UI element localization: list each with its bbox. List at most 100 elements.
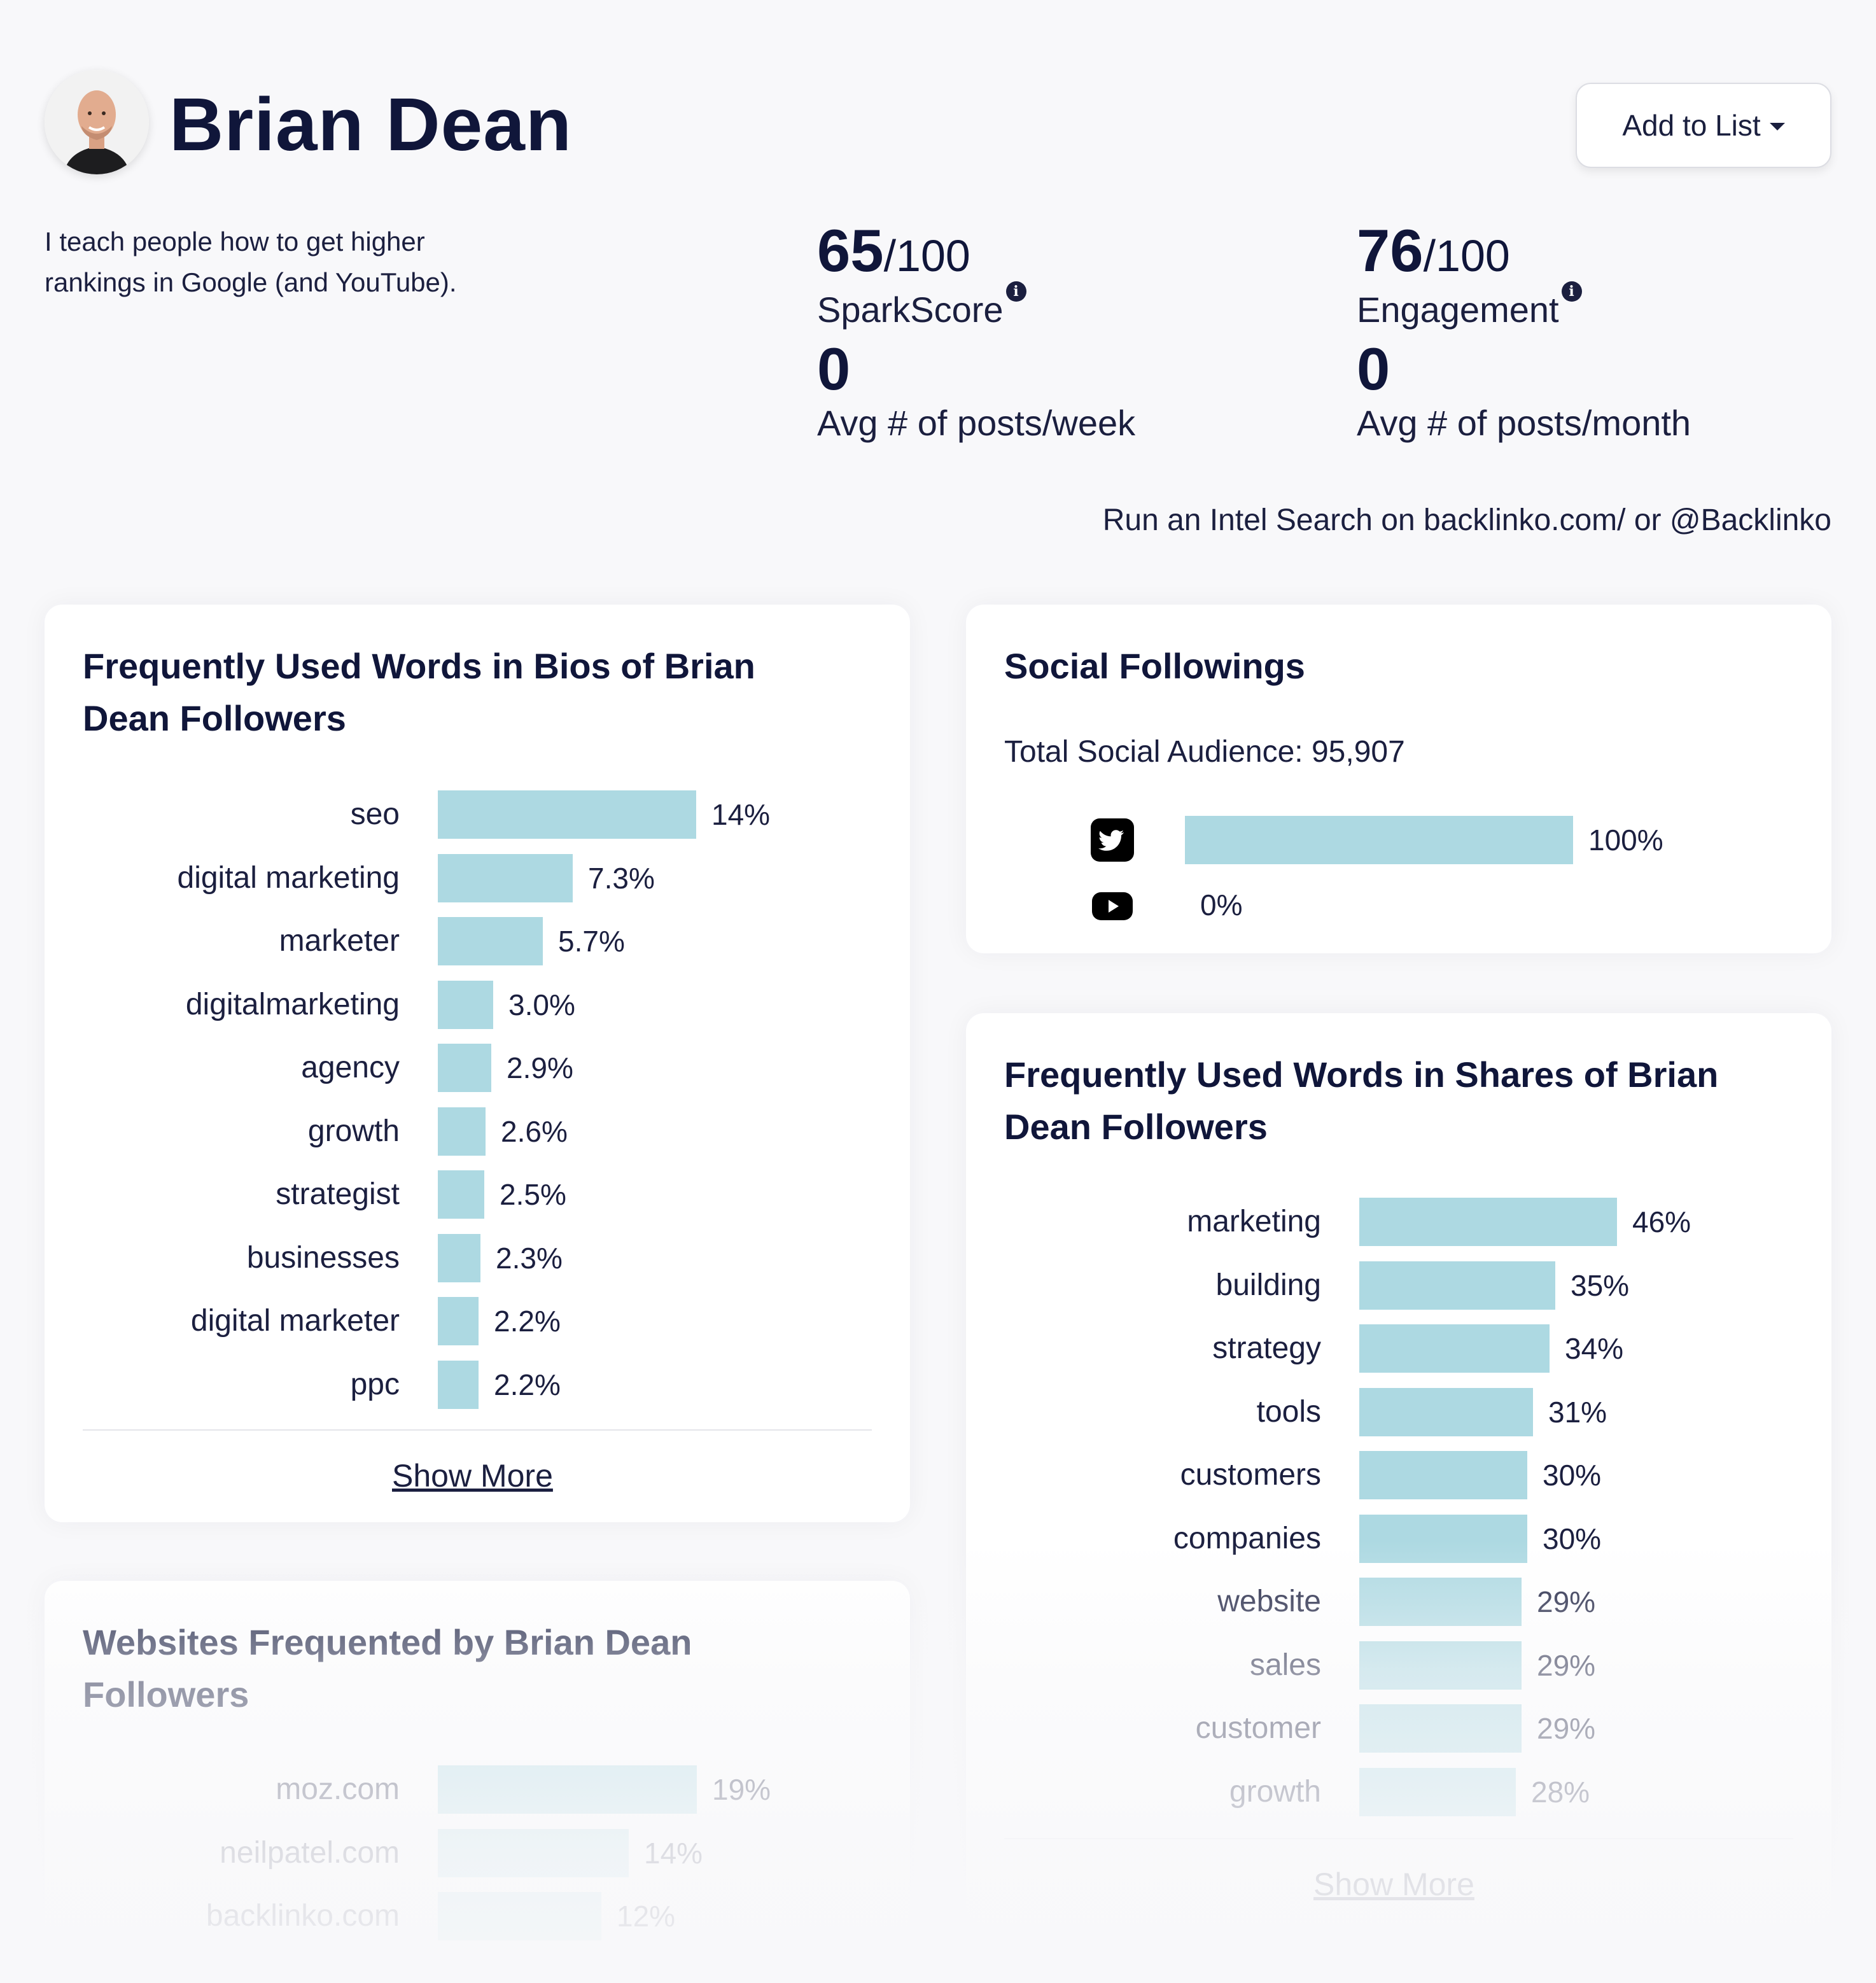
bar-value: 35% bbox=[1571, 1268, 1630, 1302]
bar-row: digitalmarketing 3.0% bbox=[45, 980, 910, 1029]
bios-card-title: Frequently Used Words in Bios of Brian D… bbox=[83, 646, 755, 738]
bar bbox=[438, 1892, 601, 1940]
bar-label: marketing bbox=[1187, 1205, 1321, 1238]
bar-row: sales 29% bbox=[966, 1641, 1831, 1690]
youtube-icon bbox=[1092, 892, 1133, 920]
bar-value: 0% bbox=[1200, 888, 1243, 921]
bar-row: neilpatel.com 14% bbox=[45, 1828, 910, 1877]
bar-label: strategist bbox=[276, 1177, 400, 1211]
bar-row: website 29% bbox=[966, 1578, 1831, 1626]
bar bbox=[438, 1044, 491, 1092]
bar-value: 12% bbox=[617, 1900, 676, 1933]
websites-card: Websites Frequented by Brian Dean Follow… bbox=[45, 1581, 910, 1983]
sparkscore-stat: 65/100 SparkScore i 0 Avg # of posts/week bbox=[817, 219, 1135, 445]
posts-per-month-label: Avg # of posts/month bbox=[1357, 403, 1691, 443]
bar-value: 2.3% bbox=[496, 1241, 563, 1275]
avatar bbox=[45, 70, 149, 174]
bar-row: seo 14% bbox=[45, 790, 910, 839]
bar-label: agency bbox=[301, 1051, 400, 1084]
bar-value: 31% bbox=[1548, 1395, 1607, 1429]
bar bbox=[438, 1233, 480, 1282]
bar-row: businesses 2.3% bbox=[45, 1233, 910, 1282]
bar-value: 30% bbox=[1543, 1459, 1602, 1492]
bar bbox=[1359, 1767, 1516, 1816]
bar-value: 2.5% bbox=[500, 1178, 566, 1211]
bar-value: 7.3% bbox=[588, 861, 655, 895]
bar-label: digital marketer bbox=[190, 1304, 400, 1338]
bar-row: 0% bbox=[966, 881, 1831, 929]
bar bbox=[438, 1828, 629, 1877]
caret-down-icon bbox=[1769, 123, 1785, 130]
bar-value: 2.2% bbox=[494, 1305, 561, 1338]
bar-value: 14% bbox=[644, 1836, 703, 1870]
bar-label: digitalmarketing bbox=[185, 987, 400, 1021]
bar-label: strategy bbox=[1212, 1331, 1321, 1365]
bar-label: seo bbox=[350, 797, 400, 831]
bar-row: digital marketer 2.2% bbox=[45, 1297, 910, 1345]
bar-label: marketer bbox=[279, 924, 400, 958]
bar bbox=[1359, 1387, 1533, 1436]
bar-row: moz.com 19% bbox=[45, 1765, 910, 1814]
bar bbox=[438, 853, 573, 902]
bar bbox=[438, 980, 493, 1029]
bar-row: growth 2.6% bbox=[45, 1107, 910, 1156]
bar-label: backlinko.com bbox=[206, 1899, 400, 1933]
sparkscore-value: 65/100 bbox=[817, 217, 970, 284]
posts-per-week-label: Avg # of posts/week bbox=[817, 403, 1136, 443]
shares-card-title: Frequently Used Words in Shares of Brian… bbox=[1004, 1055, 1719, 1147]
divider bbox=[83, 1429, 872, 1431]
bar-label: sales bbox=[1249, 1648, 1321, 1682]
profile-name: Brian Dean bbox=[169, 83, 572, 167]
bar bbox=[1359, 1451, 1527, 1499]
bar bbox=[1359, 1578, 1522, 1626]
bar-value: 29% bbox=[1537, 1648, 1596, 1682]
bar-label: website bbox=[1217, 1585, 1321, 1618]
twitter-icon bbox=[1091, 818, 1134, 862]
websites-card-title: Websites Frequented by Brian Dean Follow… bbox=[83, 1622, 692, 1714]
bios-show-more-link[interactable]: Show More bbox=[392, 1458, 553, 1494]
bar bbox=[438, 1765, 697, 1814]
bar-label: tools bbox=[1256, 1394, 1321, 1429]
bar-label: ppc bbox=[350, 1367, 400, 1401]
bar-row: building 35% bbox=[966, 1261, 1831, 1310]
bar-row: customer 29% bbox=[966, 1704, 1831, 1753]
bar bbox=[1359, 1261, 1555, 1310]
bar-row: tools 31% bbox=[966, 1387, 1831, 1436]
bar-row: backlinko.com 12% bbox=[45, 1892, 910, 1940]
divider bbox=[1004, 1838, 1793, 1839]
add-to-list-label: Add to List bbox=[1622, 109, 1761, 142]
total-social-audience: Total Social Audience: 95,907 bbox=[1004, 735, 1405, 769]
intel-search-link[interactable]: Run an Intel Search on backlinko.com/ or… bbox=[1102, 503, 1831, 537]
add-to-list-button[interactable]: Add to List bbox=[1576, 83, 1831, 168]
bar bbox=[438, 1360, 479, 1409]
bar-row: customers 30% bbox=[966, 1451, 1831, 1499]
bar-label: moz.com bbox=[276, 1772, 400, 1806]
bar-value: 2.6% bbox=[501, 1114, 568, 1148]
bar-value: 46% bbox=[1632, 1205, 1691, 1238]
bar-row: companies 30% bbox=[966, 1514, 1831, 1563]
bar-label: building bbox=[1215, 1268, 1321, 1302]
bar-label: businesses bbox=[246, 1240, 400, 1275]
bar-row: digital marketing 7.3% bbox=[45, 853, 910, 902]
bar-value: 28% bbox=[1531, 1775, 1590, 1809]
shares-show-more-link[interactable]: Show More bbox=[1313, 1867, 1474, 1902]
engagement-stat: 76/100 Engagement i 0 Avg # of posts/mont… bbox=[1357, 219, 1691, 445]
bar bbox=[1359, 1324, 1550, 1373]
posts-per-week-value: 0 bbox=[817, 335, 851, 402]
bar-value: 2.9% bbox=[507, 1051, 573, 1084]
bar-row: strategist 2.5% bbox=[45, 1170, 910, 1219]
engagement-value: 76/100 bbox=[1357, 217, 1510, 284]
bar-value: 19% bbox=[712, 1773, 771, 1806]
bios-words-card: Frequently Used Words in Bios of Brian D… bbox=[45, 605, 910, 1522]
bar-row: marketer 5.7% bbox=[45, 917, 910, 965]
info-icon[interactable]: i bbox=[1005, 281, 1026, 302]
info-icon[interactable]: i bbox=[1561, 281, 1582, 302]
sparkscore-label: SparkScore i bbox=[817, 281, 1026, 332]
bar-value: 29% bbox=[1537, 1712, 1596, 1745]
bar-value: 34% bbox=[1565, 1332, 1624, 1365]
bar-row: growth 28% bbox=[966, 1767, 1831, 1816]
profile-bio: I teach people how to get higher ranking… bbox=[45, 227, 457, 297]
bar-value: 30% bbox=[1543, 1522, 1602, 1555]
bar bbox=[1359, 1641, 1522, 1690]
